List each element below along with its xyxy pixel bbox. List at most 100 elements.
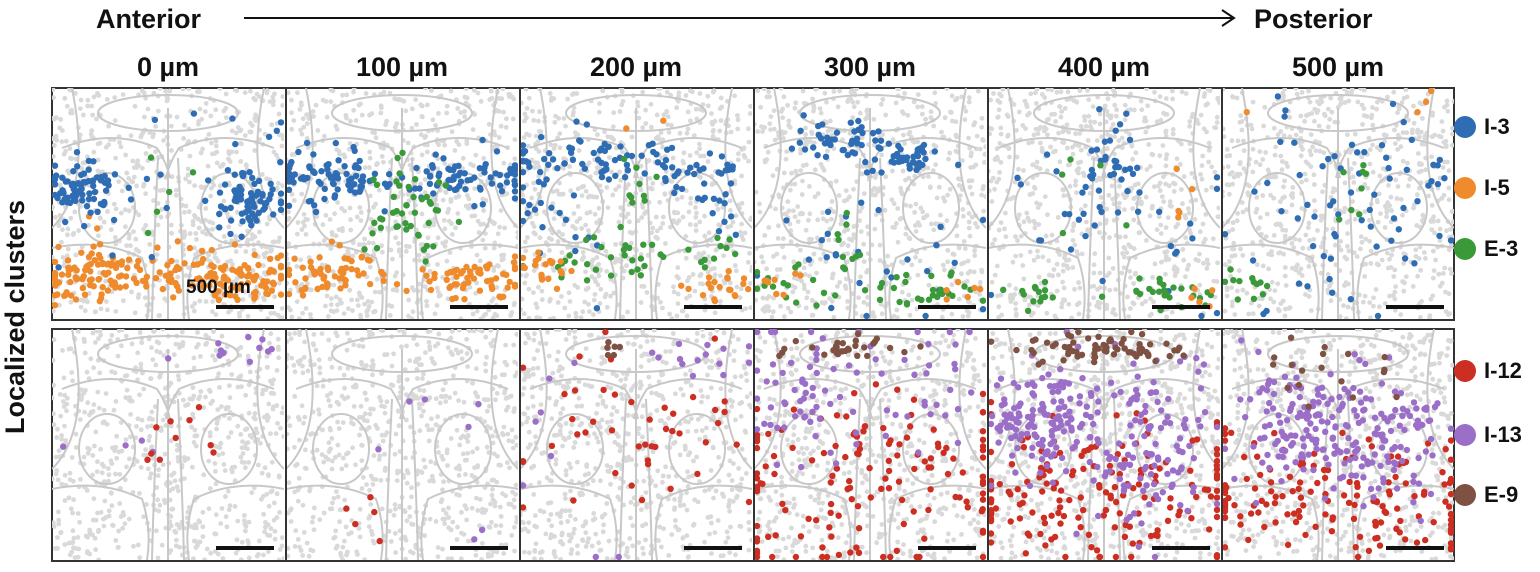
cell-i-3 bbox=[1281, 113, 1288, 120]
cell-i-5 bbox=[623, 125, 630, 132]
cell-i-13 bbox=[1122, 460, 1129, 468]
cell-i-13 bbox=[1134, 391, 1141, 399]
cell-i-3 bbox=[988, 291, 995, 299]
cell-e-3 bbox=[455, 218, 463, 226]
cell-i-13 bbox=[1329, 413, 1336, 421]
cell-i-12 bbox=[156, 456, 163, 463]
cell-i-12 bbox=[900, 520, 907, 528]
cell-e-9 bbox=[611, 343, 618, 350]
cell-i-12 bbox=[1447, 437, 1454, 444]
cell-i-5 bbox=[224, 277, 232, 284]
cell-i-12 bbox=[894, 386, 901, 393]
cell-i-13 bbox=[649, 349, 656, 356]
cell-i-5 bbox=[511, 253, 518, 260]
cell-i-5 bbox=[506, 278, 513, 286]
cell-i-12 bbox=[1268, 488, 1275, 495]
cell-i-12 bbox=[1372, 535, 1379, 542]
cell-i-5 bbox=[104, 287, 112, 294]
cell-i-5 bbox=[124, 264, 131, 272]
cell-e-9 bbox=[1180, 352, 1187, 359]
cell-i-12 bbox=[561, 390, 568, 398]
cell-e-3 bbox=[377, 224, 384, 231]
cell-e-3 bbox=[1348, 206, 1355, 214]
cell-i-13 bbox=[1147, 423, 1154, 430]
cell-i-3 bbox=[696, 166, 704, 174]
cell-i-13 bbox=[1079, 375, 1086, 382]
cell-i-12 bbox=[835, 551, 843, 559]
cell-e-9 bbox=[864, 352, 871, 360]
cell-i-13 bbox=[1094, 409, 1101, 416]
cell-i-12 bbox=[1102, 506, 1110, 514]
cell-i-13 bbox=[1299, 435, 1307, 442]
cell-i-3 bbox=[531, 206, 539, 213]
cell-i-3 bbox=[1111, 157, 1118, 164]
cell-i-5 bbox=[336, 242, 343, 249]
cell-i-13 bbox=[1043, 462, 1051, 470]
cell-e-9 bbox=[886, 344, 894, 352]
cluster-i-13-cells bbox=[375, 396, 486, 543]
cell-i-12 bbox=[1077, 494, 1084, 501]
cell-e-9 bbox=[1305, 403, 1312, 410]
cell-i-3 bbox=[1400, 204, 1407, 212]
cell-i-3 bbox=[641, 170, 648, 177]
cell-i-13 bbox=[801, 414, 808, 421]
cell-i-5 bbox=[143, 283, 150, 290]
cell-i-12 bbox=[1070, 468, 1077, 475]
cell-e-3 bbox=[411, 209, 419, 216]
cell-i-3 bbox=[216, 189, 224, 196]
cell-e-9 bbox=[604, 344, 611, 351]
cell-i-13 bbox=[1263, 408, 1270, 415]
cell-i-3 bbox=[227, 217, 235, 224]
cell-i-13 bbox=[1116, 440, 1123, 447]
cluster-i-3-cells bbox=[1222, 93, 1454, 319]
cell-i-3 bbox=[549, 156, 557, 163]
cell-i-13 bbox=[1303, 427, 1310, 434]
cell-i-12 bbox=[721, 408, 728, 416]
cell-i-13 bbox=[745, 343, 752, 350]
cell-i-3 bbox=[1172, 250, 1179, 257]
cell-i-13 bbox=[1142, 463, 1150, 471]
cell-i-3 bbox=[511, 181, 518, 189]
cell-e-9 bbox=[1318, 364, 1325, 371]
cell-i-12 bbox=[1379, 503, 1386, 510]
cell-i-12 bbox=[1320, 466, 1328, 474]
cell-i-12 bbox=[1372, 518, 1379, 526]
cell-i-13 bbox=[1190, 455, 1197, 462]
cell-i-13 bbox=[1410, 472, 1417, 479]
cell-i-3 bbox=[1373, 243, 1380, 250]
cell-e-3 bbox=[856, 251, 864, 259]
cell-i-5 bbox=[711, 296, 718, 303]
cell-i-3 bbox=[426, 180, 434, 187]
cell-i-13 bbox=[1169, 467, 1177, 474]
cell-e-9 bbox=[1110, 351, 1118, 358]
cell-i-12 bbox=[733, 441, 740, 448]
cell-i-3 bbox=[1378, 142, 1386, 149]
cell-e-9 bbox=[821, 351, 828, 358]
cell-i-12 bbox=[371, 508, 378, 516]
cell-i-5 bbox=[83, 263, 90, 270]
cell-i-5 bbox=[444, 270, 451, 277]
cell-i-13 bbox=[1272, 440, 1279, 448]
cell-i-13 bbox=[1352, 454, 1359, 462]
cell-i-3 bbox=[125, 184, 132, 191]
cell-i-12 bbox=[754, 483, 761, 491]
cell-e-3 bbox=[979, 297, 986, 304]
cell-i-5 bbox=[244, 279, 252, 287]
cell-e-3 bbox=[390, 193, 397, 200]
cell-e-3 bbox=[832, 292, 839, 299]
cell-i-3 bbox=[851, 128, 858, 135]
cell-i-3 bbox=[1198, 312, 1205, 319]
cell-i-12 bbox=[770, 452, 778, 460]
cell-e-9 bbox=[1381, 353, 1388, 361]
cell-i-13 bbox=[1103, 449, 1110, 456]
cell-i-3 bbox=[1222, 231, 1229, 238]
cell-i-12 bbox=[927, 455, 935, 462]
cell-e-9 bbox=[1146, 341, 1154, 348]
cell-i-3 bbox=[1136, 189, 1143, 196]
cell-i-13 bbox=[1055, 388, 1062, 395]
cell-i-13 bbox=[952, 341, 959, 348]
cell-i-3 bbox=[883, 268, 890, 275]
cell-i-12 bbox=[1111, 483, 1119, 491]
cell-i-3 bbox=[598, 173, 606, 181]
cell-i-12 bbox=[979, 496, 986, 503]
